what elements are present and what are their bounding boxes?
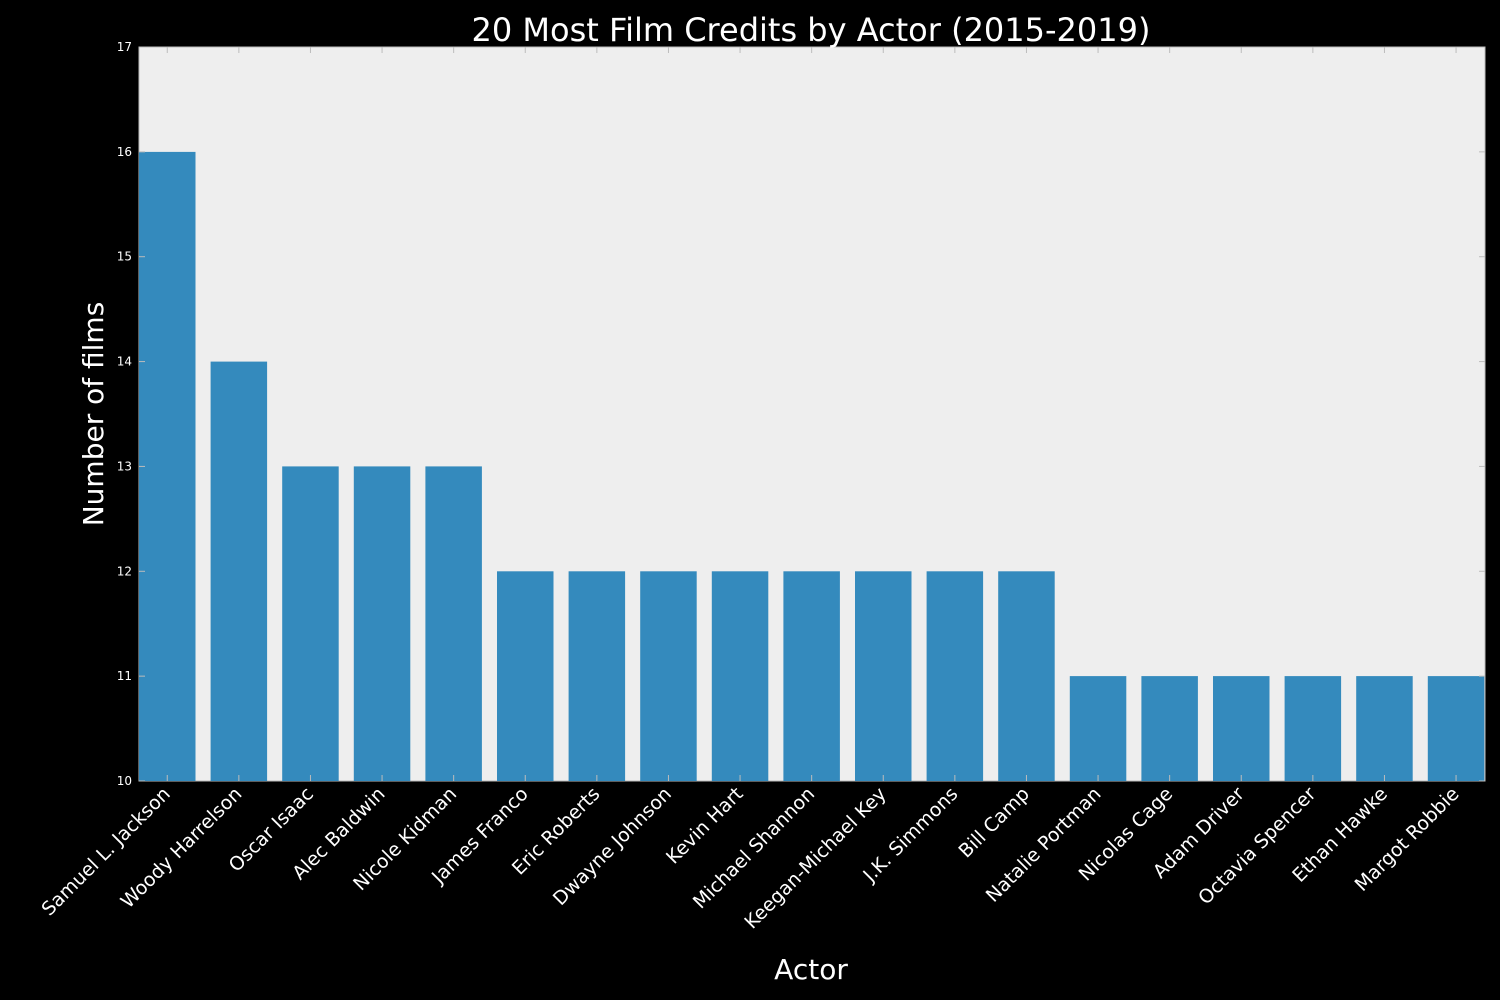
y-axis-label: Number of films xyxy=(77,302,110,527)
bar-15 xyxy=(1213,676,1270,781)
bar-13 xyxy=(1069,676,1127,781)
y-tick-label: 11 xyxy=(117,669,132,683)
bar-10 xyxy=(855,571,912,781)
y-tick-label: 15 xyxy=(117,250,132,264)
y-tick-label: 12 xyxy=(117,564,132,578)
bar-14 xyxy=(1141,676,1198,781)
bar-16 xyxy=(1284,676,1342,781)
bar-2 xyxy=(282,466,339,781)
chart-title: 20 Most Film Credits by Actor (2015-2019… xyxy=(472,11,1151,49)
bar-18 xyxy=(1427,676,1485,781)
bar-8 xyxy=(711,571,769,781)
bar-12 xyxy=(998,571,1055,781)
bars-group xyxy=(139,151,1485,781)
y-ticks-group: 10 11 12 13 14 15 16 17 xyxy=(117,40,1485,788)
bar-1 xyxy=(210,361,268,781)
bar-17 xyxy=(1356,676,1413,781)
y-tick-label: 13 xyxy=(117,459,132,473)
y-tick-label: 17 xyxy=(117,40,132,54)
bar-5 xyxy=(497,571,554,781)
y-tick-label: 10 xyxy=(117,774,132,788)
bar-6 xyxy=(568,571,626,781)
y-tick-label: 14 xyxy=(117,355,132,369)
bar-0 xyxy=(139,151,196,781)
bar-9 xyxy=(783,571,840,781)
bar-3 xyxy=(353,466,411,781)
x-axis-label: Actor xyxy=(774,953,848,986)
bar-7 xyxy=(640,571,697,781)
y-tick-label: 16 xyxy=(117,145,132,159)
bar-11 xyxy=(926,571,984,781)
bar-4 xyxy=(425,466,482,781)
